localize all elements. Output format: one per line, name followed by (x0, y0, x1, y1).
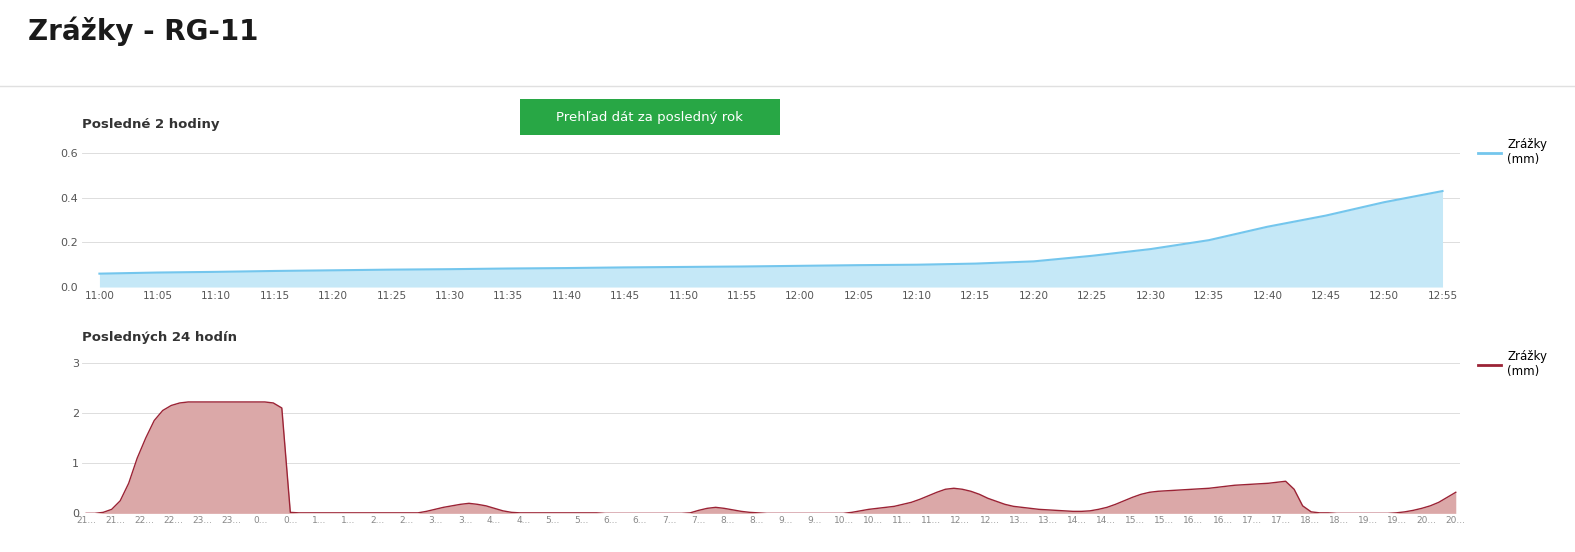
Text: Posledné 2 hodiny: Posledné 2 hodiny (82, 118, 219, 131)
Text: Zrážky - RG-11: Zrážky - RG-11 (28, 17, 258, 46)
Legend: Zrážky
(mm): Zrážky (mm) (1473, 346, 1551, 383)
FancyBboxPatch shape (507, 98, 792, 137)
Text: Prehľad dát za posledný rok: Prehľad dát za posledný rok (556, 111, 743, 124)
Legend: Zrážky
(mm): Zrážky (mm) (1473, 134, 1551, 171)
Text: Posledných 24 hodín: Posledných 24 hodín (82, 331, 236, 344)
